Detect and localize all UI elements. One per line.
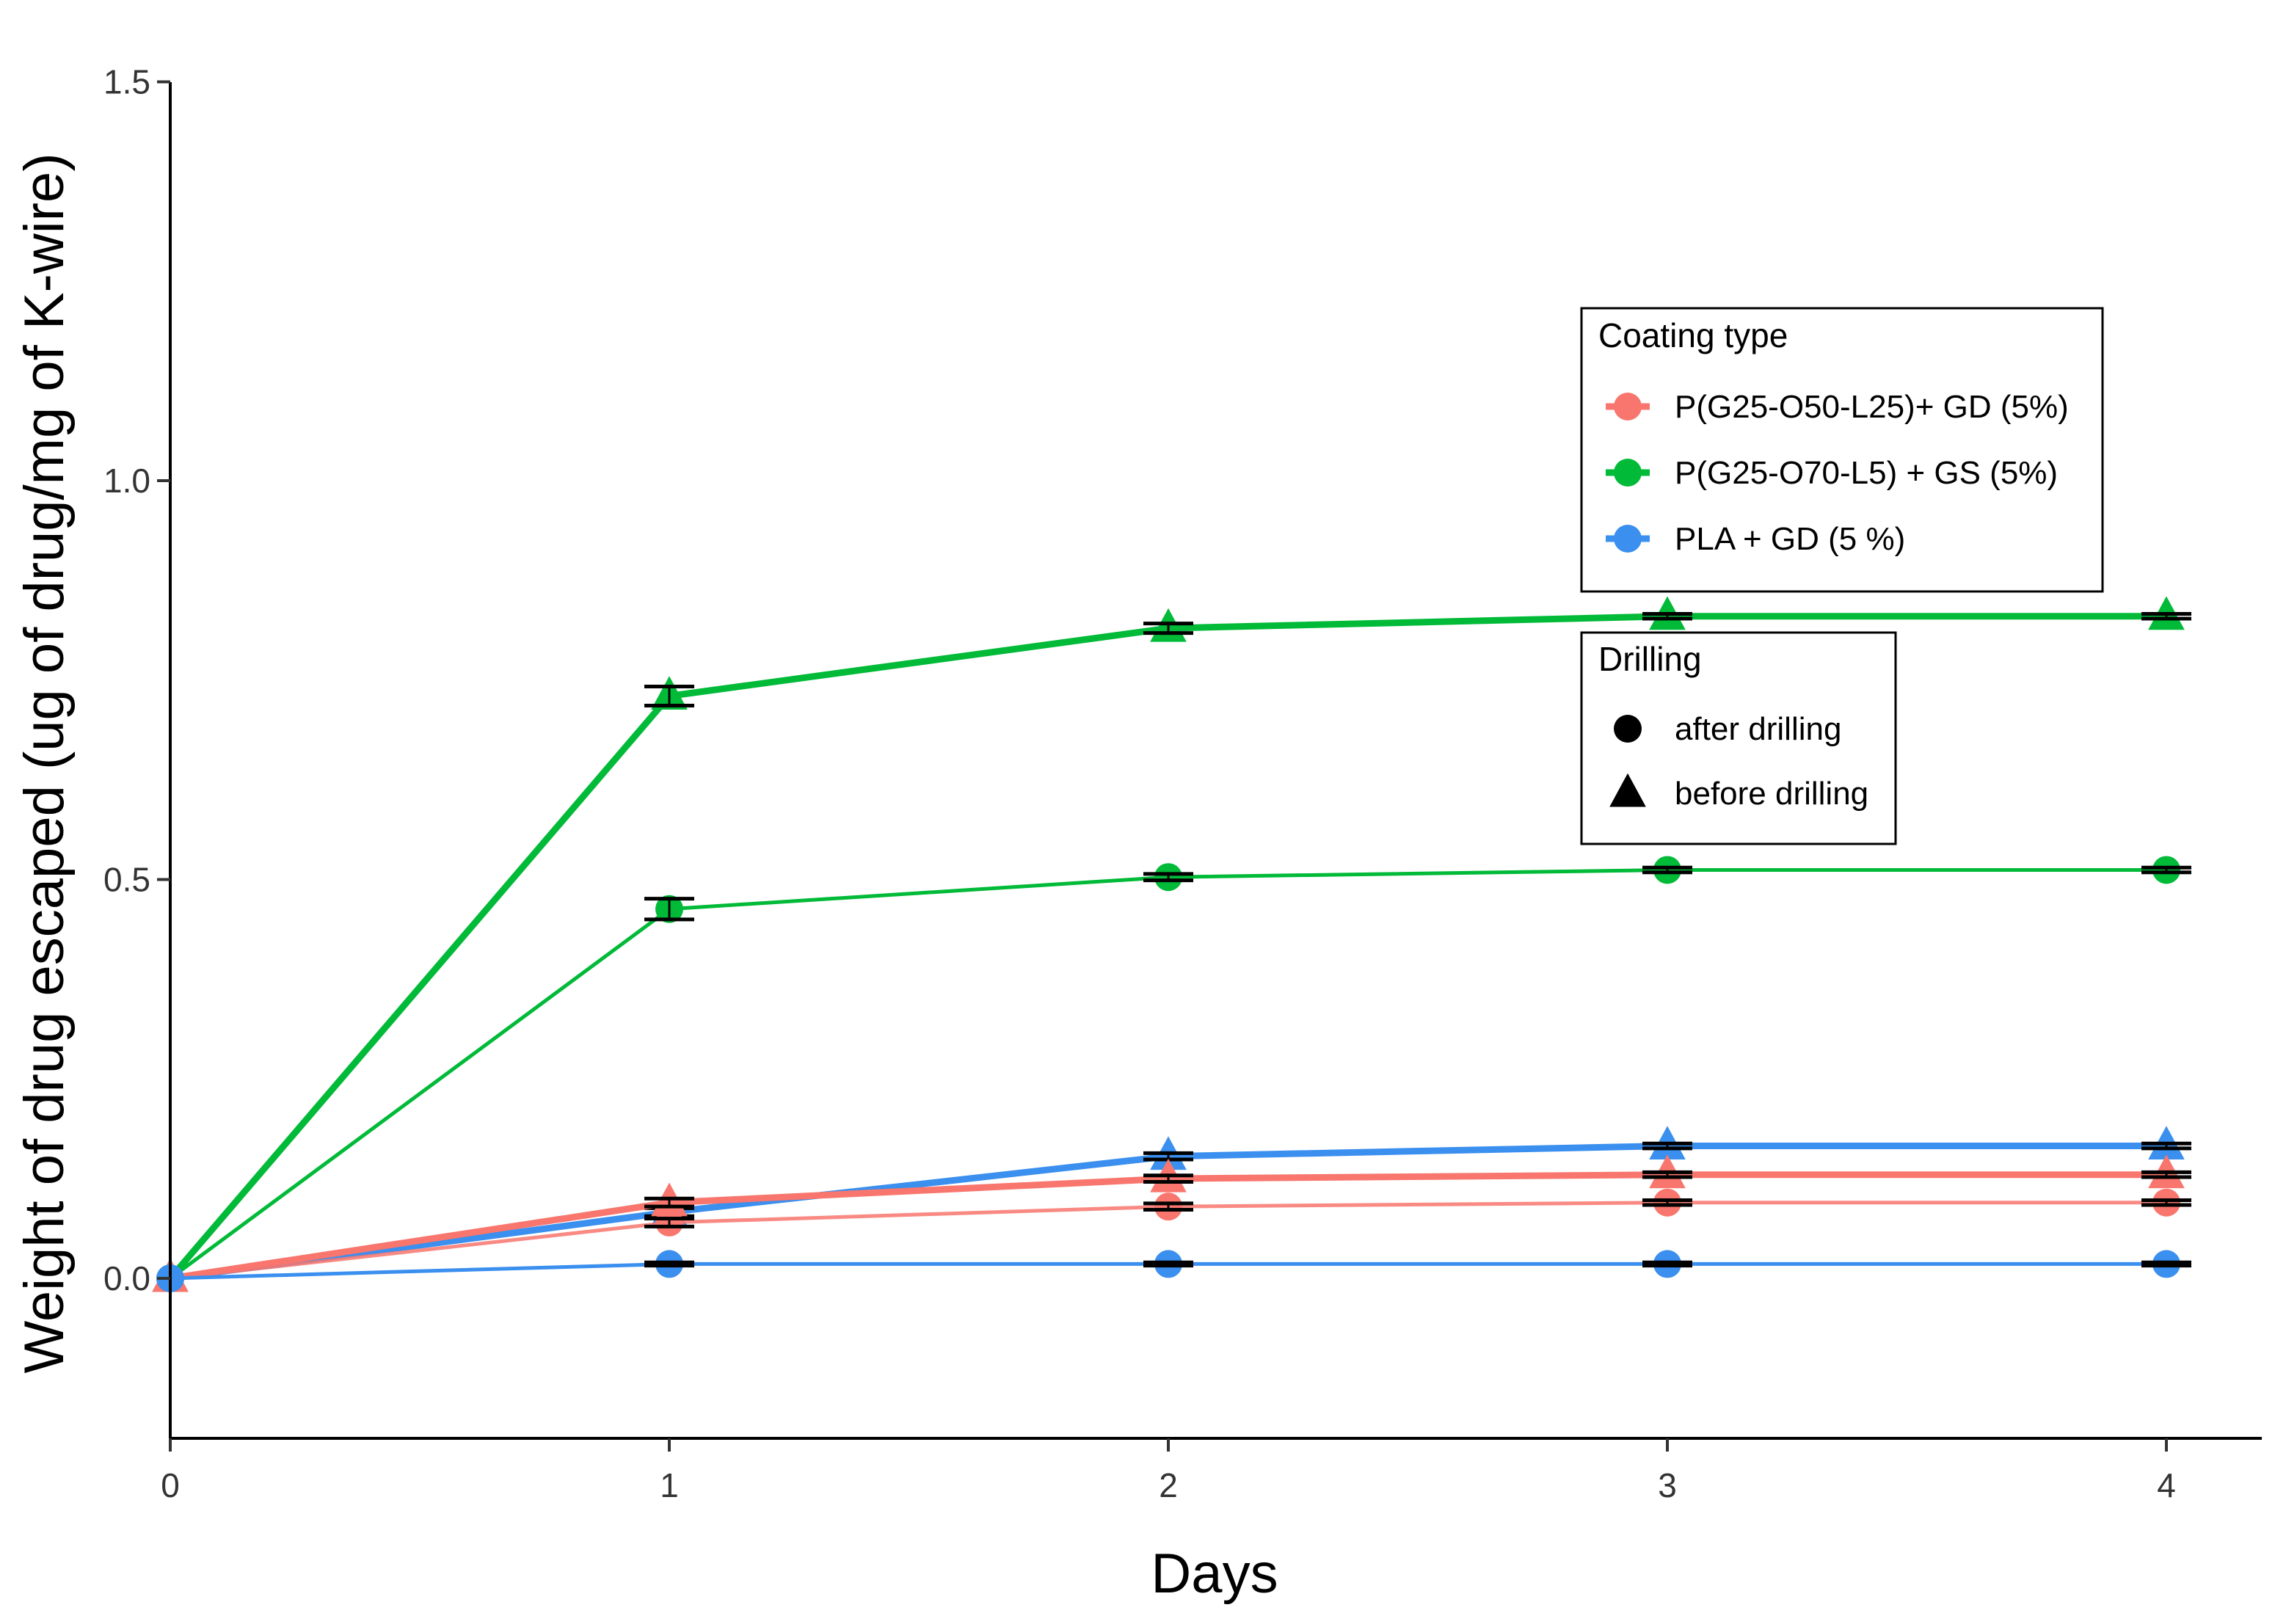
legend-drilling-label: after drilling (1675, 711, 1841, 747)
legend-marker-circle (1614, 393, 1642, 420)
legend-drilling: Drilling after drilling before drilling (1580, 631, 1897, 845)
legend-drilling-title: Drilling (1598, 640, 1702, 678)
series-2 (156, 856, 2191, 1292)
legend-marker-triangle (1609, 773, 1646, 807)
y-tick-label: 1.5 (103, 63, 150, 101)
ticks: 0 1 2 3 4 0.0 0.5 1.0 1.5 (103, 63, 2176, 1505)
legend-marker-circle (1614, 525, 1642, 553)
axes (169, 82, 2262, 1440)
x-tick-label: 1 (660, 1466, 679, 1504)
legend-coating-title: Coating type (1598, 316, 1788, 354)
y-tick-label: 0.5 (103, 861, 150, 899)
series-1 (152, 596, 2191, 1292)
legend-marker-circle (1614, 459, 1642, 487)
legend-coating-label: P(G25-O70-L5) + GS (5%) (1675, 455, 2058, 491)
legend-coating-label: PLA + GD (5 %) (1675, 521, 1905, 557)
x-tick-label: 0 (161, 1466, 180, 1504)
x-tick-label: 3 (1658, 1466, 1677, 1504)
y-tick-label: 0.0 (103, 1259, 150, 1297)
legend-coating-label: P(G25-O50-L25)+ GD (5%) (1675, 389, 2069, 425)
series-layer (152, 596, 2191, 1292)
x-tick-label: 2 (1159, 1466, 1178, 1504)
series-4 (152, 1154, 2191, 1292)
legend-coating: Coating type P(G25-O50-L25)+ GD (5%) P(G2… (1580, 307, 2104, 593)
legend-drilling-label: before drilling (1675, 776, 1868, 812)
legend-marker-circle (1614, 715, 1642, 743)
y-axis-title: Weight of drug escaped (ug of drug/mg of… (13, 153, 76, 1374)
x-tick-label: 4 (2157, 1466, 2176, 1504)
legend-coating-box (1580, 307, 2104, 593)
y-tick-label: 1.0 (103, 462, 150, 500)
x-axis-title: Days (1151, 1543, 1278, 1605)
series-6 (156, 1250, 2191, 1292)
